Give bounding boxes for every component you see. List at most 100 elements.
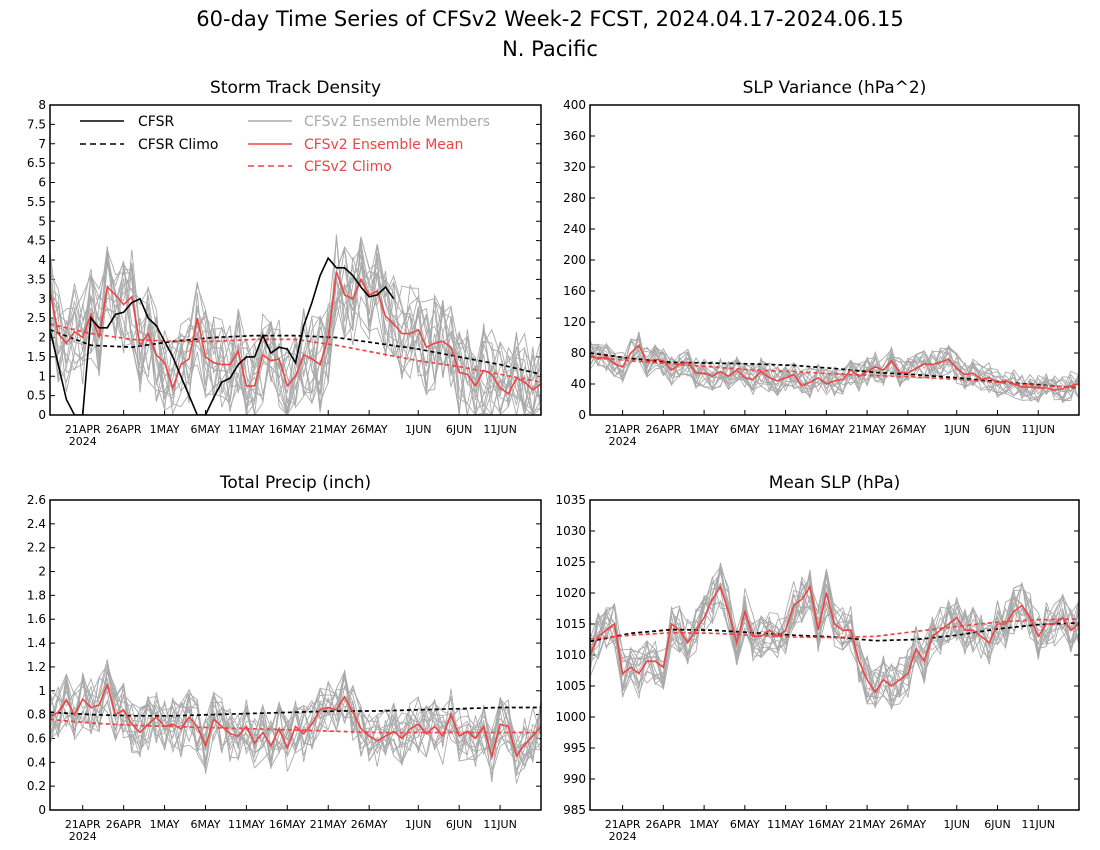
x-tick-label: 1MAY [689, 423, 719, 436]
y-tick-label: 320 [563, 160, 586, 174]
series-line-ensemble-member [590, 337, 1079, 403]
y-tick-label: 1.5 [27, 350, 46, 364]
x-tick-label: 21MAY [849, 818, 886, 831]
y-tick-label: 6.5 [27, 156, 46, 170]
series [590, 343, 1079, 392]
y-tick-label: 995 [563, 741, 586, 755]
x-tick-label: 21MAY [849, 423, 886, 436]
series-line-cfsr-climo [50, 706, 541, 717]
x-tick-label: 6MAY [730, 423, 760, 436]
panel-slp-variance: SLP Variance (hPa^2) 0 40 80 120 160 200 240 280… [563, 78, 1080, 448]
series-line-ensemble-member [590, 342, 1079, 400]
x-tick-label: 26MAY [889, 423, 926, 436]
x-tick-label: 11JUN [483, 423, 517, 436]
ensemble-members [50, 659, 541, 784]
x-tick-label: 26MAY [351, 423, 388, 436]
panel-mean-slp: Mean SLP (hPa) 985 990 995 1000 1005 1010 1015 1… [555, 473, 1080, 843]
x-tick-label: 6JUN [446, 818, 473, 831]
y-tick-label: 6 [38, 176, 46, 190]
y-tick-label: 1 [38, 369, 46, 383]
x-tick-label: 26MAY [351, 818, 388, 831]
series-line-ensemble-member [50, 243, 541, 415]
y-tick-label: 400 [563, 98, 586, 112]
figure-subtitle: N. Pacific [502, 37, 598, 61]
y-tick-label: 0.6 [27, 731, 46, 745]
legend-label-cfsr: CFSR [138, 114, 174, 130]
y-tick-label: 1025 [555, 555, 586, 569]
y-tick-label: 1010 [555, 648, 586, 662]
series-line-cfsv2-ensemble-mean [50, 271, 541, 395]
x-tick-label: 11JUN [1021, 423, 1055, 436]
y-tick-label: 280 [563, 191, 586, 205]
y-tick-label: 0.4 [27, 755, 46, 769]
x-tick-label: 16MAY [269, 818, 306, 831]
y-tick-label: 1005 [555, 679, 586, 693]
series-line-cfsr [50, 256, 395, 415]
series-line-ensemble-member [50, 248, 541, 415]
y-tick-label: 0.8 [27, 708, 46, 722]
series-line-ensemble-member [590, 344, 1079, 400]
series-line-ensemble-member [50, 670, 541, 771]
x-tick-label: 1JUN [943, 818, 970, 831]
plot-frame [589, 499, 1080, 811]
figure-title: 60-day Time Series of CFSv2 Week-2 FCST,… [196, 7, 903, 31]
y-tick-label: 1000 [555, 710, 586, 724]
panel-storm-track-density: Storm Track Density 0 0.5 1 1.5 2 2.5 3 3.5 4 4.5 5… [27, 78, 542, 448]
series-line-ensemble-member [50, 240, 541, 415]
y-tick-label: 3 [38, 292, 46, 306]
y-tick-label: 2.5 [27, 311, 46, 325]
y-tick-label: 7.5 [27, 117, 46, 131]
y-tick-label: 1030 [555, 524, 586, 538]
ensemble-members [590, 562, 1079, 711]
x-tick-label: 6JUN [446, 423, 473, 436]
y-tick-label: 0.2 [27, 779, 46, 793]
y-tick-label: 200 [563, 253, 586, 267]
y-tick-label: 3.5 [27, 272, 46, 286]
plot-frame [49, 104, 542, 416]
y-tick-label: 1.6 [27, 612, 46, 626]
x-tick-label: 1MAY [150, 818, 180, 831]
x-tick-label: 26APR [106, 818, 142, 831]
chart-title-storm: Storm Track Density [210, 78, 381, 98]
x-tick-label: 16MAY [808, 423, 845, 436]
y-tick-label: 160 [563, 284, 586, 298]
x-tick-label: 6JUN [984, 423, 1011, 436]
y-tick-label: 2.2 [27, 541, 46, 555]
series-line-cfsv2-ensemble-mean [50, 682, 541, 760]
y-tick-label: 40 [571, 377, 586, 391]
y-tick-label: 0 [38, 803, 46, 817]
y-tick-label: 1 [38, 684, 46, 698]
y-axis-ticks: 0 0.2 0.4 0.6 0.8 1 1.2 1.4 1.6 1.8 2 2.2 2.4 2.6 [27, 493, 541, 817]
x-tick-label: 11MAY [767, 818, 804, 831]
y-tick-label: 5.5 [27, 195, 46, 209]
x-tick-year-label: 2024 [69, 830, 97, 843]
x-tick-label: 21APR [65, 423, 101, 436]
series-line-ensemble-member [590, 338, 1079, 398]
x-tick-label: 6MAY [191, 423, 221, 436]
chart-title-meanslp: Mean SLP (hPa) [769, 473, 901, 493]
y-tick-label: 4 [38, 253, 46, 267]
y-tick-label: 0.5 [27, 389, 46, 403]
series-line-ensemble-member [590, 567, 1079, 711]
series-line-ensemble-member [590, 568, 1079, 702]
y-tick-label: 1.8 [27, 588, 46, 602]
y-axis-ticks: 0 0.5 1 1.5 2 2.5 3 3.5 4 4.5 5 5.5 6 6.5 7 7.5 8 [27, 98, 541, 422]
series-line-ensemble-member [50, 257, 541, 415]
y-tick-label: 1.4 [27, 636, 46, 650]
ensemble-members [590, 331, 1079, 404]
chart-title-precip: Total Precip (inch) [219, 473, 371, 493]
series [50, 256, 541, 415]
series [590, 584, 1079, 694]
legend-label-cfsv2-climo: CFSv2 Climo [304, 159, 392, 175]
y-tick-label: 2 [38, 565, 46, 579]
series-line-cfsv2-ensemble-mean [590, 584, 1079, 694]
x-tick-year-label: 2024 [609, 830, 637, 843]
plot-frame [589, 104, 1080, 416]
x-tick-label: 26APR [645, 423, 681, 436]
x-tick-label: 1MAY [689, 818, 719, 831]
y-tick-label: 2.4 [27, 517, 46, 531]
y-tick-label: 5 [38, 214, 46, 228]
